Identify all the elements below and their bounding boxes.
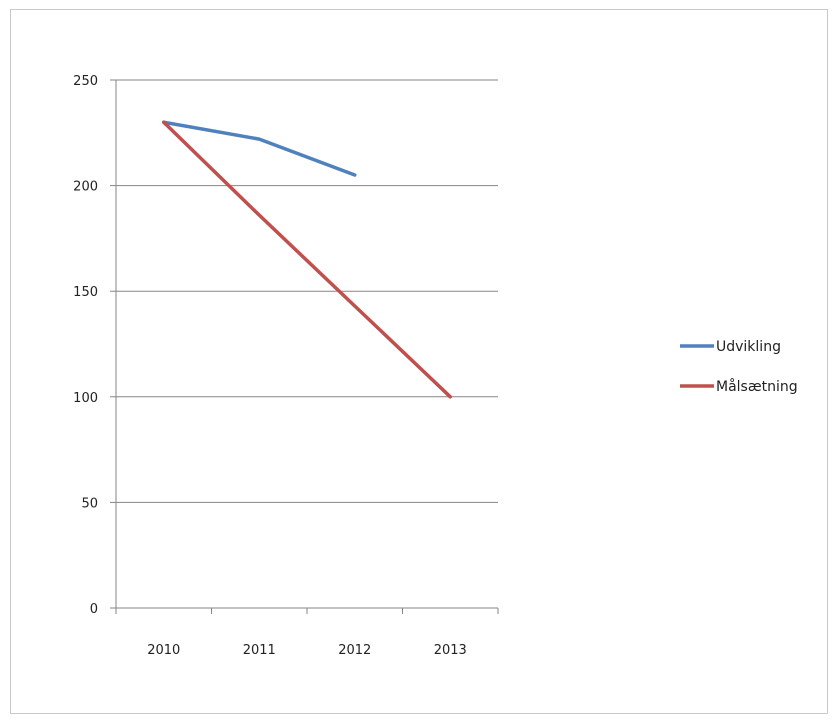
gridlines: [116, 79, 498, 503]
y-tick-label-100: 100: [73, 391, 98, 406]
y-tick-label-150: 150: [73, 285, 98, 300]
y-tick-label-50: 50: [81, 496, 98, 511]
series-line-m-ls-tning: [162, 120, 452, 399]
legend-label-m-ls-tning: Målsætning: [716, 378, 798, 395]
series-lines: [162, 120, 452, 399]
axes: [110, 79, 499, 614]
y-tick-label-250: 250: [73, 74, 98, 89]
legend-label-udvikling: Udvikling: [716, 339, 781, 355]
x-tick-label-2012: 2012: [338, 643, 371, 658]
y-tick-label-0: 0: [90, 602, 98, 617]
x-tick-label-2010: 2010: [147, 643, 180, 658]
y-tick-label-200: 200: [73, 180, 98, 195]
x-tick-label-2011: 2011: [243, 643, 276, 658]
series-line-udvikling: [162, 120, 357, 177]
x-tick-label-2013: 2013: [434, 643, 467, 658]
x-tick-labels: 2010 2011 2012 2013: [147, 643, 467, 658]
chart-frame: [10, 9, 828, 714]
legend: Udvikling Målsætning: [680, 339, 798, 395]
y-tick-labels: 0 50 100 150 200 250: [73, 74, 98, 617]
